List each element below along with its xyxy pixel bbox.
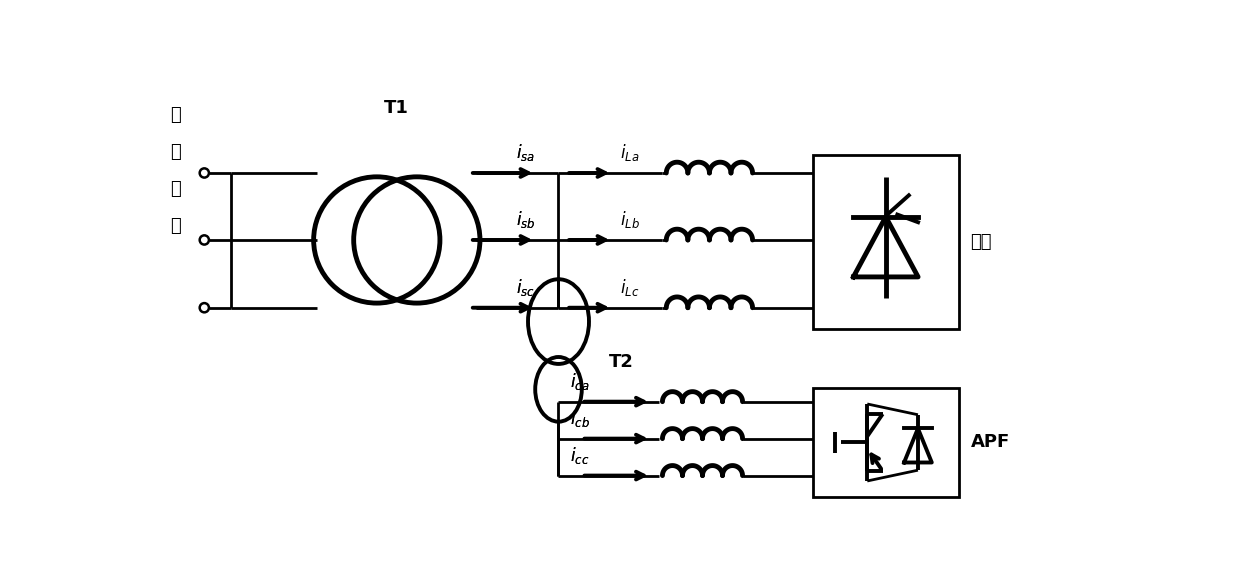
Text: $i_{cc}$: $i_{cc}$	[570, 445, 589, 466]
Text: 三: 三	[170, 106, 180, 124]
Text: 电: 电	[170, 180, 180, 198]
Text: $i_{sc}$: $i_{sc}$	[516, 277, 536, 298]
Text: APF: APF	[971, 433, 1009, 452]
Text: $i_{sa}$: $i_{sa}$	[516, 142, 536, 163]
Text: $i_{La}$: $i_{La}$	[620, 142, 640, 163]
Text: 负载: 负载	[971, 233, 992, 251]
Text: $i_{sb}$: $i_{sb}$	[516, 209, 536, 230]
Text: $i_{ca}$: $i_{ca}$	[570, 370, 589, 392]
Bar	[812, 388, 959, 497]
Text: $i_{Lb}$: $i_{Lb}$	[620, 209, 640, 230]
Text: $i_{ca}$: $i_{ca}$	[570, 370, 589, 392]
Text: $i_{cb}$: $i_{cb}$	[570, 407, 590, 429]
Text: $i_{Lc}$: $i_{Lc}$	[620, 277, 640, 298]
Text: T1: T1	[384, 99, 409, 116]
Text: 相: 相	[170, 143, 180, 161]
Text: T2: T2	[609, 353, 634, 370]
Bar	[812, 155, 959, 329]
Text: $i_{sb}$: $i_{sb}$	[516, 209, 536, 230]
Text: $i_{cc}$: $i_{cc}$	[570, 445, 589, 466]
Text: $i_{sa}$: $i_{sa}$	[516, 142, 536, 163]
Text: $i_{sc}$: $i_{sc}$	[516, 277, 536, 298]
Text: 源: 源	[170, 217, 180, 235]
Text: $i_{cb}$: $i_{cb}$	[570, 407, 590, 429]
